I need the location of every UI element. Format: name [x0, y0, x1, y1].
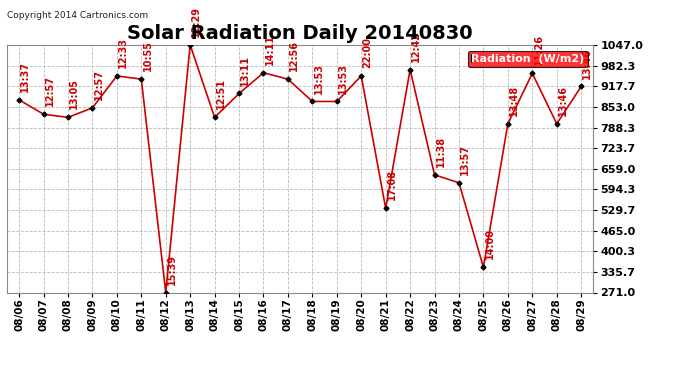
- Text: 12:33: 12:33: [118, 37, 128, 68]
- Text: 22:00: 22:00: [362, 37, 373, 68]
- Text: 13:53: 13:53: [338, 63, 348, 93]
- Text: 13:05: 13:05: [69, 78, 79, 110]
- Text: 13:48: 13:48: [509, 85, 519, 116]
- Text: 12:57: 12:57: [94, 69, 104, 100]
- Text: 13:11: 13:11: [240, 54, 250, 86]
- Text: 11:38: 11:38: [436, 136, 446, 167]
- Text: 13:57: 13:57: [460, 144, 470, 175]
- Text: 17:08: 17:08: [387, 169, 397, 200]
- Text: 15:39: 15:39: [167, 254, 177, 285]
- Text: 12:51: 12:51: [216, 78, 226, 110]
- Text: 12:56: 12:56: [289, 40, 299, 71]
- Legend: Radiation  (W/m2): Radiation (W/m2): [468, 51, 588, 67]
- Text: 12:29: 12:29: [191, 6, 201, 37]
- Text: 13:37: 13:37: [20, 61, 30, 92]
- Text: 12:57: 12:57: [45, 75, 55, 106]
- Text: 10:55: 10:55: [143, 40, 152, 71]
- Text: 14:11: 14:11: [265, 34, 275, 65]
- Text: 13:46: 13:46: [558, 85, 568, 116]
- Text: 13:46: 13:46: [582, 48, 593, 78]
- Text: 11:26: 11:26: [533, 34, 544, 66]
- Title: Solar Radiation Daily 20140830: Solar Radiation Daily 20140830: [128, 24, 473, 44]
- Text: Copyright 2014 Cartronics.com: Copyright 2014 Cartronics.com: [7, 11, 148, 20]
- Text: 14:00: 14:00: [484, 228, 495, 260]
- Text: 12:42: 12:42: [411, 31, 422, 62]
- Text: 13:53: 13:53: [313, 63, 324, 93]
